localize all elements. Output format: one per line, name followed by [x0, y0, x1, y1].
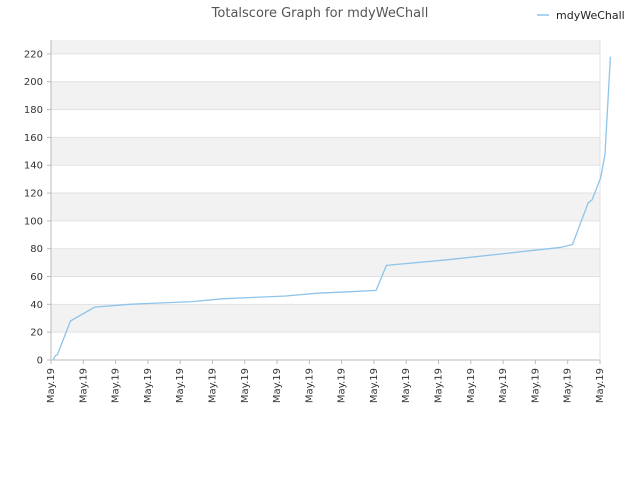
y-tick-label: 220	[24, 49, 43, 60]
plot-band	[51, 193, 600, 221]
x-tick-label: May.19	[337, 368, 348, 403]
plot-band	[51, 40, 600, 54]
plot-band	[51, 248, 600, 277]
x-tick-label: May.19	[434, 368, 445, 403]
x-tick-label: May.19	[530, 368, 541, 403]
x-tick-labels: May.19 May.19 May.19 May.19 May.19 May.19 May.…	[46, 360, 606, 403]
x-tick-label: May.19	[78, 368, 89, 403]
x-tick-label: May.19	[369, 368, 380, 403]
plot-bands	[51, 40, 600, 333]
x-tick-label: May.19	[207, 368, 218, 403]
y-tick-label: 160	[24, 133, 43, 144]
y-tick-label: 0	[37, 356, 43, 367]
x-tick-label: May.19	[563, 368, 574, 403]
x-tick-label: May.19	[498, 368, 509, 403]
plot-band	[51, 304, 600, 333]
x-tick-label: May.19	[272, 368, 283, 403]
plot-band	[51, 81, 600, 110]
x-tick-label: May.19	[46, 368, 57, 403]
y-tick-label: 20	[30, 328, 43, 339]
x-tick-label: May.19	[143, 368, 154, 403]
x-tick-label: May.19	[175, 368, 186, 403]
y-tick-label: 40	[30, 300, 43, 311]
x-tick-label: May.19	[111, 368, 122, 403]
x-tick-label: May.19	[466, 368, 477, 403]
y-tick-label: 120	[24, 189, 43, 200]
y-tick-label: 60	[30, 272, 43, 283]
chart-title: Totalscore Graph for mdyWeChall	[211, 6, 429, 21]
legend: mdyWeChall	[537, 9, 625, 22]
y-tick-label: 140	[24, 161, 43, 172]
series-line	[52, 56, 612, 361]
grid-lines	[47, 53, 600, 361]
plot-band	[51, 137, 600, 166]
x-tick-label: May.19	[401, 368, 412, 403]
y-tick-label: 200	[24, 77, 43, 88]
legend-label: mdyWeChall	[556, 9, 625, 22]
y-tick-label: 100	[24, 216, 43, 227]
x-tick-label: May.19	[595, 368, 606, 403]
axes	[50, 40, 601, 361]
x-tick-label: May.19	[304, 368, 315, 403]
y-tick-label: 180	[24, 105, 43, 116]
y-tick-label: 80	[30, 244, 43, 255]
x-tick-label: May.19	[240, 368, 251, 403]
y-tick-labels: 0 20 40 60 80 100 120 140 160 180 200 220	[24, 49, 43, 366]
series-lines	[52, 56, 612, 361]
